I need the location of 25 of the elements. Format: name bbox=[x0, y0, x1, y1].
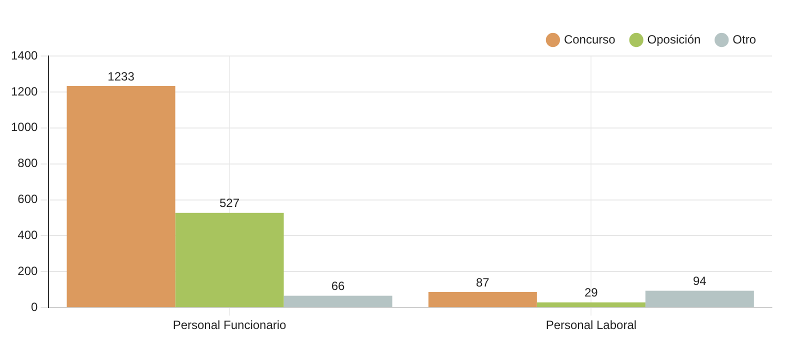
y-tick-label: 800 bbox=[18, 156, 38, 170]
bar bbox=[428, 292, 537, 308]
bar bbox=[284, 296, 392, 308]
y-tick-label: 400 bbox=[18, 228, 38, 242]
data-label: 1233 bbox=[108, 69, 135, 84]
legend-label: Otro bbox=[732, 32, 756, 46]
data-label: 87 bbox=[476, 275, 490, 290]
bar bbox=[645, 290, 754, 308]
bar bbox=[175, 212, 284, 308]
data-label: 94 bbox=[692, 274, 707, 288]
y-tick-label: 0 bbox=[31, 300, 38, 314]
data-label: 29 bbox=[584, 286, 598, 300]
y-tick-label: 1400 bbox=[10, 48, 38, 62]
y-tick-label: 1200 bbox=[10, 84, 38, 98]
y-tick-label: 1000 bbox=[10, 120, 38, 134]
legend-label: Oposición bbox=[647, 32, 701, 46]
legend-label: Concurso bbox=[564, 32, 616, 46]
bar bbox=[536, 302, 646, 308]
x-tick-label: Personal Laboral bbox=[546, 318, 637, 332]
bar bbox=[66, 86, 176, 308]
data-label: 527 bbox=[220, 196, 240, 210]
y-tick-label: 200 bbox=[18, 264, 38, 278]
data-label: 66 bbox=[331, 279, 346, 294]
x-tick-label: Personal Funcionario bbox=[172, 318, 287, 332]
y-tick-label: 600 bbox=[18, 192, 38, 206]
